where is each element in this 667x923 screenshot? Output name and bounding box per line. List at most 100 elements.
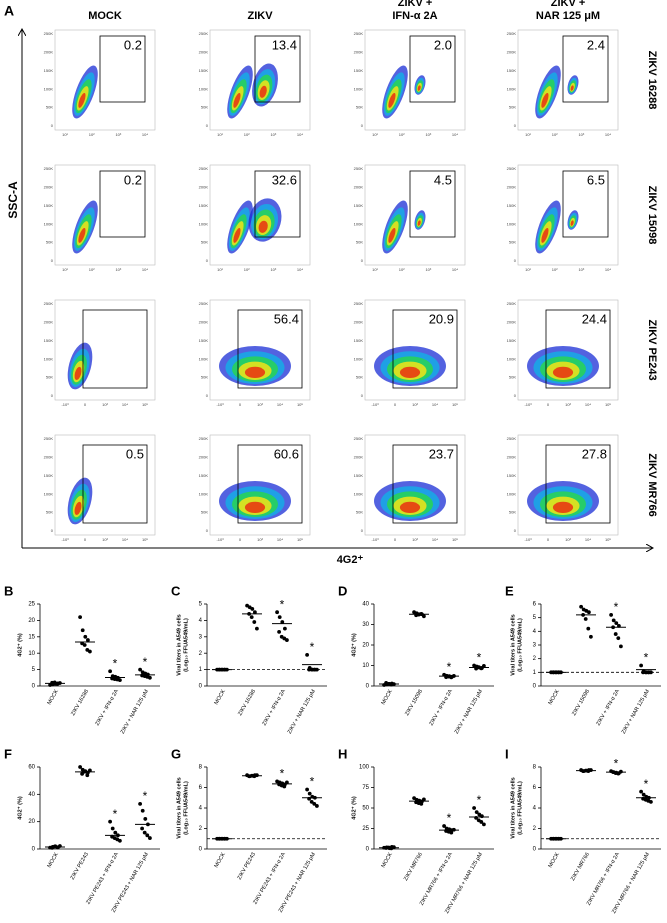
x-tick-label: MOCK <box>214 688 228 706</box>
flow-x-tick: -10³ <box>524 537 532 542</box>
data-point <box>108 669 112 674</box>
flow-x-tick: 10³ <box>425 132 431 137</box>
y-tick-label: 25 <box>362 826 369 832</box>
data-point <box>86 638 90 642</box>
y-tick-label: 10 <box>362 663 369 669</box>
y-tick-label: 4 <box>199 618 203 624</box>
y-tick-label: 3 <box>199 634 203 640</box>
gate-percent: 0.2 <box>124 172 142 187</box>
data-point <box>649 799 653 804</box>
flow-x-tick: 10⁴ <box>432 537 438 542</box>
x-tick-label: ZIKV + NAR 125 μM <box>287 688 317 735</box>
flow-y-tick: 200K <box>199 184 209 189</box>
gate <box>254 170 301 238</box>
x-tick-label: MOCK <box>548 688 562 706</box>
plot-frame <box>209 164 311 266</box>
y-tick-label: 4 <box>199 806 203 812</box>
significance: * <box>477 651 482 665</box>
flow-x-tick: 10⁴ <box>142 132 148 137</box>
flow-y-tick: 150K <box>44 338 54 343</box>
flow-x-tick: 10³ <box>578 267 584 272</box>
flow-y-tick: 250K <box>199 436 209 441</box>
data-point <box>315 667 319 672</box>
gate-percent: 20.9 <box>429 311 454 326</box>
flow-x-tick: 0 <box>394 537 397 542</box>
flow-y-tick: 150K <box>354 473 364 478</box>
flow-x-tick: 10¹ <box>372 267 378 272</box>
flow-x-tick: 10² <box>89 267 95 272</box>
gate <box>545 444 611 524</box>
data-point <box>80 628 85 633</box>
flow-x-tick: 10³ <box>565 402 571 407</box>
panel-label: F <box>4 746 12 761</box>
panel-label: A <box>4 3 14 19</box>
flow-y-tick: 50K <box>201 375 208 380</box>
flow-x-tick: 10³ <box>102 402 108 407</box>
data-point <box>305 787 309 792</box>
gate-percent: 56.4 <box>274 311 299 326</box>
gate <box>409 170 456 238</box>
data-point <box>422 614 426 619</box>
y-tick-label: 5 <box>199 602 203 608</box>
x-tick-label: ZIKV PE243 <box>70 852 90 881</box>
data-point <box>280 620 285 624</box>
flow-x-tick: 10⁴ <box>585 402 591 407</box>
plot-frame <box>364 299 466 401</box>
plot-frame <box>54 434 156 536</box>
significance: * <box>143 655 148 669</box>
density-blob <box>388 228 396 243</box>
y-tick-label: 6 <box>533 602 537 608</box>
gate-percent: 4.5 <box>434 172 452 187</box>
flow-y-tick: 0 <box>51 528 54 533</box>
flow-y-tick: 250K <box>199 301 209 306</box>
gate <box>82 309 148 389</box>
density-blob <box>78 93 86 108</box>
flow-x-tick: 0 <box>547 537 550 542</box>
flow-x-tick: 10⁵ <box>452 402 458 407</box>
flow-y-tick: 50K <box>46 510 53 515</box>
flow-x-tick: -10³ <box>216 402 224 407</box>
flow-y-tick: 250K <box>354 301 364 306</box>
gate <box>545 309 611 389</box>
flow-x-tick: 0 <box>239 402 242 407</box>
y-tick-label: 20 <box>362 643 369 649</box>
flow-y-tick: 100K <box>507 491 517 496</box>
flow-y-tick: 150K <box>44 203 54 208</box>
flow-x-tick: 10⁴ <box>605 132 611 137</box>
flow-x-tick: 0 <box>84 537 87 542</box>
y-tick-label: 100 <box>359 765 370 771</box>
significance: * <box>614 756 619 770</box>
data-point <box>140 808 145 813</box>
y-tick-label: 8 <box>199 765 203 771</box>
data-point <box>143 817 148 821</box>
flow-y-tick: 100K <box>354 221 364 226</box>
flow-y-tick: 50K <box>46 240 53 245</box>
flow-x-tick: 10⁴ <box>297 132 303 137</box>
y-tick-label: 5 <box>533 615 537 621</box>
y-tick-label: 3 <box>533 643 537 649</box>
flow-x-tick: 10⁴ <box>297 267 303 272</box>
flow-y-tick: 200K <box>44 184 54 189</box>
y-tick-label: 40 <box>28 792 35 798</box>
gate <box>82 444 148 524</box>
x-tick-label: ZIKV 16288 <box>70 689 90 717</box>
flow-y-tick: 200K <box>44 454 54 459</box>
flow-y-tick: 0 <box>206 258 209 263</box>
flow-y-tick: 200K <box>354 319 364 324</box>
plot-frame <box>517 164 619 266</box>
y-tick-label: 8 <box>533 765 537 771</box>
density-blob <box>570 85 574 91</box>
gate <box>562 170 609 238</box>
data-point <box>252 620 257 624</box>
data-point <box>643 670 648 675</box>
flow-x-tick: 10² <box>552 132 558 137</box>
flow-y-tick: 50K <box>356 240 363 245</box>
data-point <box>312 667 317 672</box>
flow-y-tick: 0 <box>514 528 517 533</box>
significance: * <box>310 640 315 654</box>
data-point <box>641 670 645 675</box>
flow-y-tick: 250K <box>507 301 517 306</box>
flow-y-tick: 100K <box>354 491 364 496</box>
data-point <box>249 615 254 620</box>
flow-x-tick: 10⁵ <box>142 402 148 407</box>
